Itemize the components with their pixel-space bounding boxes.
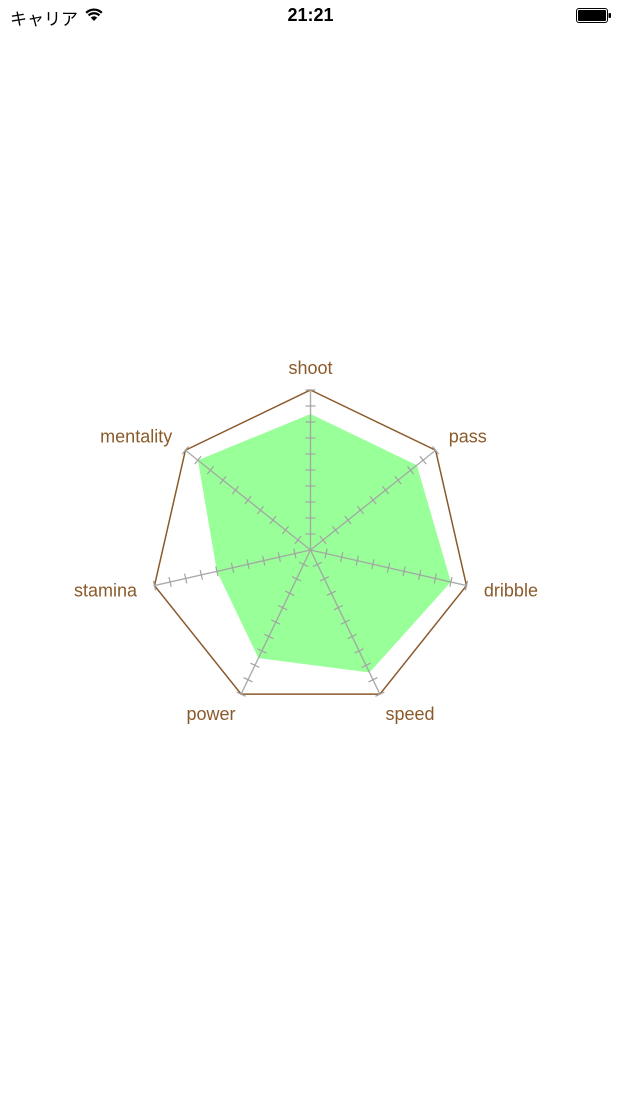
- clock: 21:21: [287, 5, 334, 25]
- axis-tick: [246, 559, 250, 570]
- axis-tick: [269, 515, 277, 525]
- axis-tick: [368, 677, 378, 683]
- axis-tick: [256, 505, 265, 515]
- axis-tick: [319, 535, 327, 545]
- axis-label-mentality: mentality: [100, 427, 172, 447]
- axis-tick: [284, 590, 295, 596]
- axis-tick: [271, 619, 281, 625]
- axis-tick: [184, 573, 188, 584]
- status-bar: キャリア 21:21: [0, 0, 621, 32]
- axis-tick: [319, 576, 330, 582]
- axis-tick: [333, 604, 344, 611]
- axis-tick: [264, 633, 274, 640]
- axis-tick: [402, 566, 406, 577]
- axis-tick: [298, 561, 309, 568]
- axis-tick: [219, 475, 227, 485]
- axis-tick: [250, 662, 260, 669]
- axis-tick: [215, 566, 219, 577]
- axis-tick: [386, 562, 391, 573]
- axis-label-pass: pass: [449, 427, 487, 447]
- axis-tick: [356, 505, 365, 515]
- axis-tick: [381, 485, 390, 495]
- axis-label-power: power: [187, 704, 236, 724]
- axis-tick: [354, 648, 364, 654]
- axis-tick: [277, 552, 281, 563]
- axis-tick: [355, 555, 359, 566]
- axis-tick: [369, 495, 377, 505]
- axis-tick: [326, 590, 337, 596]
- axis-tick: [361, 662, 371, 669]
- axis-tick: [375, 691, 385, 697]
- axis-tick: [324, 548, 328, 559]
- axis-tick: [344, 515, 352, 525]
- radar-labels: shoot pass dribble speed power stamina mentali…: [74, 358, 538, 724]
- axis-tick: [432, 445, 440, 455]
- radar-outer-frame: [153, 389, 468, 695]
- axis-tick: [277, 604, 288, 611]
- axis-label-stamina: stamina: [74, 580, 138, 600]
- axis-label-shoot: shoot: [288, 358, 332, 378]
- radar-value-area: [197, 414, 451, 673]
- axis-tick: [231, 485, 240, 495]
- axis-tick: [347, 633, 357, 640]
- axis-tick: [340, 552, 344, 563]
- axis-tick: [371, 559, 375, 570]
- axis-tick: [194, 455, 202, 465]
- axis-tick: [394, 475, 402, 485]
- axis-tick: [291, 576, 302, 582]
- axis-tick: [331, 525, 340, 535]
- axis-tick: [181, 445, 189, 455]
- axis-tick: [340, 619, 350, 625]
- axis-tick: [199, 569, 204, 580]
- axis-tick: [236, 691, 246, 697]
- axis-tick: [152, 580, 157, 591]
- battery-icon: [576, 7, 612, 30]
- axis-tick: [417, 569, 422, 580]
- axis-tick: [168, 577, 172, 588]
- axis-tick: [449, 577, 453, 588]
- axis-tick: [406, 465, 415, 475]
- axis-tick: [230, 562, 235, 573]
- axis-tick: [281, 525, 290, 535]
- axis-tick: [464, 580, 469, 591]
- axis-tick: [433, 573, 437, 584]
- axis-label-speed: speed: [385, 704, 434, 724]
- axis-tick: [244, 495, 252, 505]
- axis-tick: [206, 465, 215, 475]
- axis-tick: [257, 648, 267, 654]
- axis-tick: [294, 535, 302, 545]
- axis-tick: [293, 548, 297, 559]
- axis-tick: [312, 561, 323, 568]
- axis-label-dribble: dribble: [484, 580, 538, 600]
- axis-tick: [262, 555, 266, 566]
- axis-tick: [243, 677, 253, 683]
- carrier-label: キャリア: [10, 10, 78, 30]
- radar-axes: [152, 389, 469, 697]
- axis-tick: [419, 455, 427, 465]
- wifi-icon: [84, 6, 104, 27]
